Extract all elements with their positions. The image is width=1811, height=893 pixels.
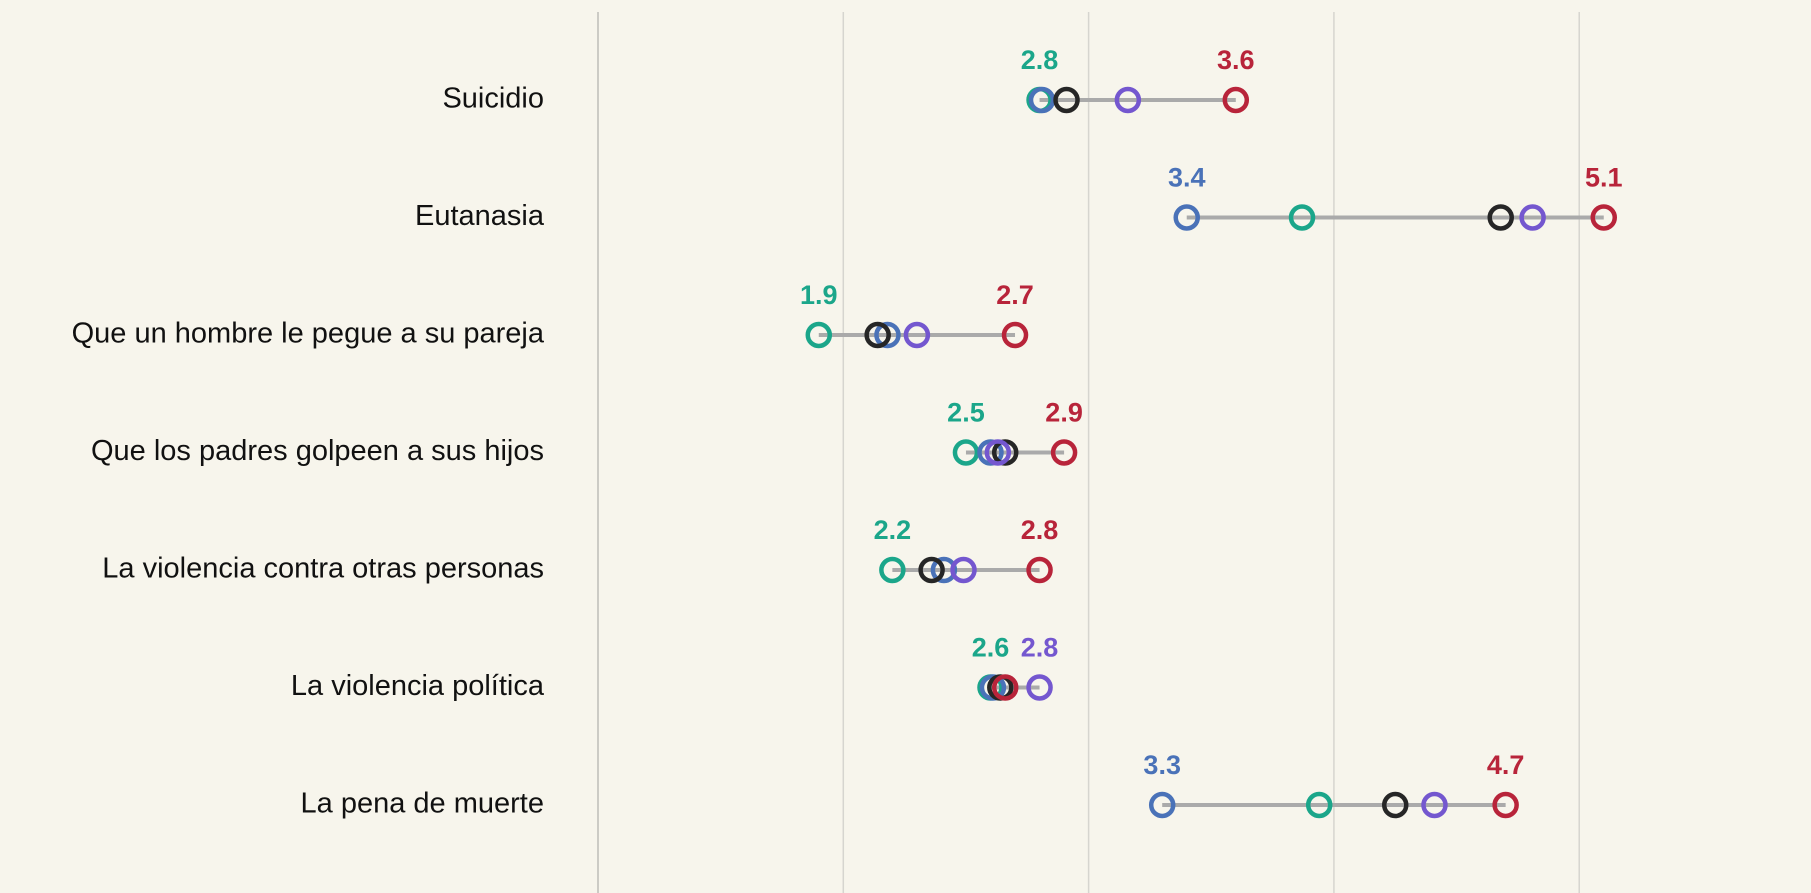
dot xyxy=(903,321,931,349)
value-label: 3.3 xyxy=(1143,750,1181,780)
dot xyxy=(874,321,901,349)
dot xyxy=(1028,86,1056,114)
category-label: Que un hombre le pegue a su pareja xyxy=(72,318,545,350)
value-label: 1.9 xyxy=(800,280,838,310)
dot xyxy=(1053,86,1080,114)
dot xyxy=(1026,674,1053,701)
dot xyxy=(984,439,1012,466)
value-label: 2.8 xyxy=(1021,633,1059,663)
dot xyxy=(918,556,945,584)
dot xyxy=(864,321,891,349)
value-label: 3.6 xyxy=(1217,45,1255,75)
value-label: 2.9 xyxy=(1045,398,1083,428)
dot xyxy=(1492,791,1519,819)
dot xyxy=(1173,204,1200,231)
dot xyxy=(991,674,1019,701)
dot xyxy=(1050,439,1078,466)
value-label: 4.7 xyxy=(1487,750,1525,780)
category-label: Suicidio xyxy=(442,83,544,115)
dot xyxy=(1026,556,1053,584)
dot xyxy=(1519,204,1546,231)
dot xyxy=(1222,86,1250,114)
value-label: 2.8 xyxy=(1021,515,1059,545)
dot xyxy=(1487,204,1514,231)
dot xyxy=(1148,791,1176,819)
category-label: La violencia política xyxy=(291,670,545,702)
value-label: 3.4 xyxy=(1168,163,1206,193)
dot xyxy=(952,439,980,466)
dot xyxy=(1001,321,1029,349)
dot xyxy=(1421,791,1448,819)
dot xyxy=(805,321,833,349)
value-label: 2.7 xyxy=(996,280,1034,310)
value-label: 5.1 xyxy=(1585,163,1623,193)
dot xyxy=(879,556,906,584)
value-label: 2.5 xyxy=(947,398,985,428)
value-label: 2.2 xyxy=(874,515,912,545)
category-label: Eutanasia xyxy=(415,200,545,232)
category-label: La violencia contra otras personas xyxy=(102,553,544,585)
dot xyxy=(1305,791,1333,819)
dot xyxy=(1381,791,1409,819)
category-label: La pena de muerte xyxy=(301,788,544,820)
category-label: Que los padres golpeen a sus hijos xyxy=(91,435,544,467)
dot xyxy=(1114,86,1142,114)
dot xyxy=(950,556,977,584)
dot xyxy=(930,556,958,584)
dot xyxy=(1590,204,1618,231)
dot xyxy=(1288,204,1316,231)
value-label: 2.8 xyxy=(1021,45,1059,75)
value-label: 2.6 xyxy=(972,633,1010,663)
